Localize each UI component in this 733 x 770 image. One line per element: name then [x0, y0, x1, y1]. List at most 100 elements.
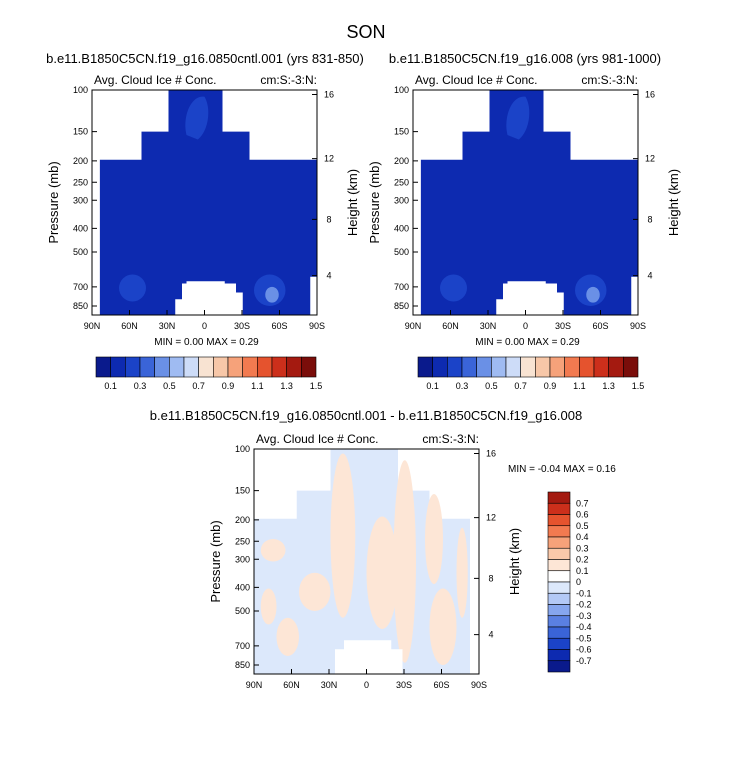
- colorbar-swatch: [227, 356, 243, 378]
- colorbar-label: 1.3: [280, 381, 293, 391]
- y-tick-label: 150: [394, 127, 409, 137]
- x-tick-label: 90S: [630, 321, 646, 331]
- colorbar-swatch: [593, 356, 609, 378]
- colorbar-swatch: [95, 356, 111, 378]
- colorbar: 0.1 0.3 0.5 0.7 0.9 1.1 1.3 1.5: [417, 356, 644, 391]
- colorbar-label: 0.9: [544, 381, 557, 391]
- colorbar-swatch: [547, 615, 571, 628]
- x-tick-label: 60N: [442, 321, 459, 331]
- y2-tick-label: 8: [326, 214, 331, 224]
- colorbar-swatch: [547, 592, 571, 605]
- y2-tick-label: 12: [486, 513, 496, 523]
- colorbar-swatch: [139, 356, 155, 378]
- y-tick-label: 850: [73, 301, 88, 311]
- surface-mask: [496, 281, 564, 315]
- colorbar-label: 0.3: [576, 543, 589, 553]
- diff-positive-patch: [339, 494, 349, 539]
- colorbar: 0.70.60.50.40.30.20.10-0.1-0.2-0.3-0.4-0…: [547, 491, 592, 673]
- panel-3: b.e11.B1850C5CN.f19_g16.0850cntl.001 - b…: [150, 408, 616, 690]
- y-tick-label: 850: [394, 301, 409, 311]
- colorbar-swatch: [535, 356, 551, 378]
- panel-subtitle-left: Avg. Cloud Ice # Conc.: [415, 73, 538, 87]
- diff-positive-patch: [425, 494, 443, 584]
- colorbar-swatch: [183, 356, 199, 378]
- diff-positive-patch: [393, 460, 416, 663]
- y-tick-label: 250: [235, 536, 250, 546]
- colorbar-swatch: [547, 514, 571, 527]
- colorbar-swatch: [257, 356, 273, 378]
- y-tick-label: 150: [73, 127, 88, 137]
- min-max-stats: MIN = -0.04 MAX = 0.16: [508, 464, 616, 475]
- colorbar-swatch: [547, 660, 571, 673]
- sh-ice-core: [586, 286, 600, 303]
- diff-negative-region: [254, 449, 470, 674]
- x-tick-label: 60S: [592, 321, 608, 331]
- colorbar-label: 1.1: [573, 381, 586, 391]
- y2-tick-label: 12: [324, 154, 334, 164]
- diff-positive-patch: [299, 572, 331, 611]
- page-title: SON: [346, 22, 385, 42]
- y-tick-label: 150: [235, 486, 250, 496]
- colorbar-label: 0.3: [456, 381, 469, 391]
- colorbar-label: 0: [576, 577, 581, 587]
- y-tick-label: 250: [394, 177, 409, 187]
- colorbar-swatch: [547, 649, 571, 662]
- surface-mask: [175, 281, 243, 315]
- panel-title: b.e11.B1850C5CN.f19_g16.0850cntl.001 - b…: [150, 408, 582, 423]
- y2-tick-label: 8: [488, 573, 493, 583]
- colorbar-label: 1.1: [251, 381, 264, 391]
- y2-tick-label: 16: [324, 90, 334, 100]
- colorbar-swatch: [520, 356, 536, 378]
- surface-mask: [335, 640, 403, 674]
- x-tick-label: 0: [202, 321, 207, 331]
- colorbar-swatch: [547, 581, 571, 594]
- colorbar-label: 1.5: [310, 381, 323, 391]
- colorbar-swatch: [476, 356, 492, 378]
- diff-positive-patch: [429, 588, 457, 665]
- colorbar-label: 0.5: [576, 521, 589, 531]
- colorbar-swatch: [286, 356, 302, 378]
- upper-ice-max: [185, 96, 209, 140]
- x-tick-label: 30N: [159, 321, 176, 331]
- colorbar-label: 0.5: [485, 381, 498, 391]
- colorbar-label: 0.6: [576, 510, 589, 520]
- colorbar-swatch: [447, 356, 463, 378]
- colorbar-label: -0.1: [576, 588, 592, 598]
- colorbar-swatch: [432, 356, 448, 378]
- y-tick-label: 400: [235, 582, 250, 592]
- y2-tick-label: 16: [645, 90, 655, 100]
- x-tick-label: 60N: [283, 680, 300, 690]
- colorbar-label: -0.5: [576, 633, 592, 643]
- y-axis-label: Pressure (mb): [46, 161, 61, 243]
- x-tick-label: 90S: [309, 321, 325, 331]
- y2-tick-label: 16: [486, 449, 496, 459]
- colorbar-label: 0.7: [576, 498, 589, 508]
- colorbar-swatch: [242, 356, 258, 378]
- x-tick-label: 90N: [246, 680, 263, 690]
- y-tick-label: 700: [235, 641, 250, 651]
- field-fill: [99, 90, 317, 315]
- colorbar-swatch: [110, 356, 126, 378]
- y2-axis-label: Height (km): [507, 528, 522, 595]
- colorbar-swatch: [547, 559, 571, 572]
- y-tick-label: 300: [394, 195, 409, 205]
- colorbar-swatch: [547, 570, 571, 583]
- y-tick-label: 300: [235, 554, 250, 564]
- colorbar-swatch: [125, 356, 141, 378]
- y-axis-label: Pressure (mb): [208, 520, 223, 602]
- colorbar-swatch: [417, 356, 433, 378]
- x-tick-label: 30S: [555, 321, 571, 331]
- diff-positive-patch: [260, 588, 277, 625]
- y-tick-label: 500: [394, 247, 409, 257]
- x-tick-label: 60S: [433, 680, 449, 690]
- y2-tick-label: 12: [645, 154, 655, 164]
- x-tick-label: 90N: [405, 321, 422, 331]
- colorbar-swatch: [549, 356, 565, 378]
- colorbar-label: 0.7: [192, 381, 205, 391]
- colorbar-swatch: [505, 356, 521, 378]
- field-fill: [254, 449, 470, 674]
- y-tick-label: 500: [235, 606, 250, 616]
- colorbar-swatch: [547, 525, 571, 538]
- sh-ice-core: [265, 286, 279, 303]
- colorbar-label: 1.3: [602, 381, 615, 391]
